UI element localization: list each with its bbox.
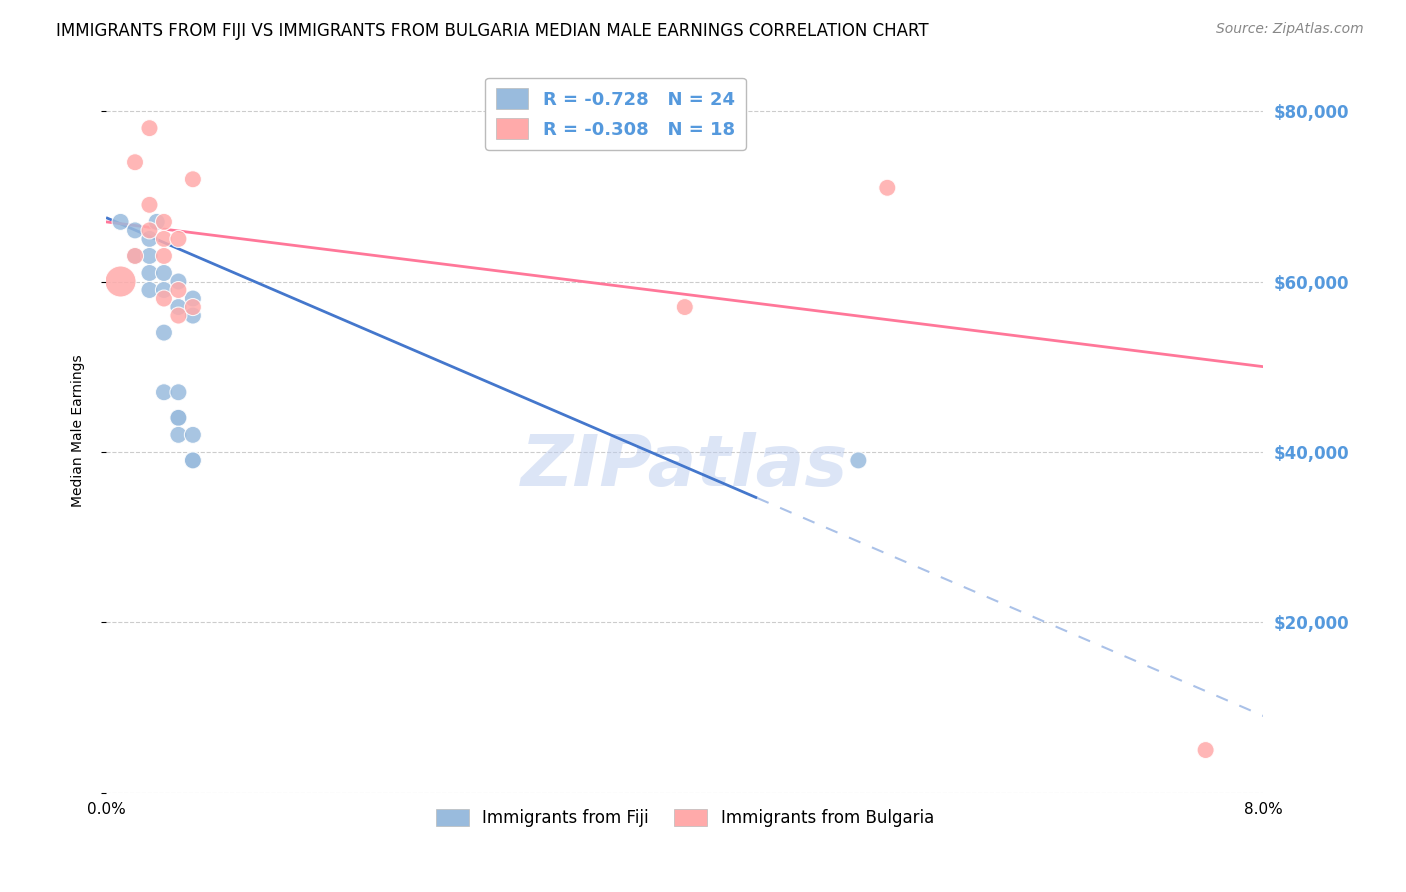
Point: [124, 249, 146, 263]
Point: [181, 453, 204, 467]
Point: [876, 181, 898, 195]
Point: [167, 385, 190, 400]
Point: [124, 223, 146, 237]
Point: [167, 427, 190, 442]
Point: [153, 215, 176, 229]
Point: [153, 292, 176, 306]
Legend: Immigrants from Fiji, Immigrants from Bulgaria: Immigrants from Fiji, Immigrants from Bu…: [427, 800, 942, 835]
Point: [138, 232, 160, 246]
Point: [138, 249, 160, 263]
Point: [181, 453, 204, 467]
Point: [167, 275, 190, 289]
Point: [138, 283, 160, 297]
Point: [167, 410, 190, 425]
Point: [181, 427, 204, 442]
Point: [138, 198, 160, 212]
Point: [110, 275, 132, 289]
Point: [153, 283, 176, 297]
Point: [153, 249, 176, 263]
Point: [673, 300, 696, 314]
Point: [153, 326, 176, 340]
Point: [167, 309, 190, 323]
Point: [181, 309, 204, 323]
Point: [124, 155, 146, 169]
Point: [167, 232, 190, 246]
Point: [181, 172, 204, 186]
Text: Source: ZipAtlas.com: Source: ZipAtlas.com: [1216, 22, 1364, 37]
Point: [124, 249, 146, 263]
Point: [167, 300, 190, 314]
Point: [153, 385, 176, 400]
Point: [181, 300, 204, 314]
Point: [138, 223, 160, 237]
Point: [167, 410, 190, 425]
Point: [1194, 743, 1216, 757]
Text: IMMIGRANTS FROM FIJI VS IMMIGRANTS FROM BULGARIA MEDIAN MALE EARNINGS CORRELATIO: IMMIGRANTS FROM FIJI VS IMMIGRANTS FROM …: [56, 22, 929, 40]
Text: ZIPatlas: ZIPatlas: [522, 433, 848, 501]
Point: [138, 121, 160, 136]
Point: [153, 232, 176, 246]
Point: [181, 292, 204, 306]
Y-axis label: Median Male Earnings: Median Male Earnings: [72, 354, 86, 507]
Point: [848, 453, 870, 467]
Point: [110, 215, 132, 229]
Point: [138, 266, 160, 280]
Point: [167, 283, 190, 297]
Point: [153, 266, 176, 280]
Point: [145, 215, 167, 229]
